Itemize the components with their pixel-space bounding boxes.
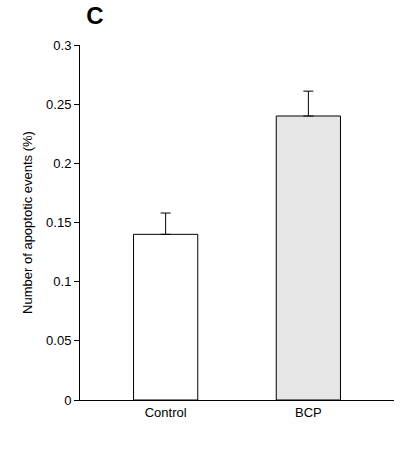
svg-text:0.25: 0.25 (46, 97, 71, 112)
svg-text:C: C (86, 2, 103, 29)
svg-text:0.15: 0.15 (46, 215, 71, 230)
svg-text:0.1: 0.1 (53, 274, 71, 289)
svg-text:0: 0 (64, 393, 71, 408)
svg-text:0.2: 0.2 (53, 156, 71, 171)
svg-text:0.05: 0.05 (46, 333, 71, 348)
svg-text:BCP: BCP (295, 405, 322, 420)
svg-text:Control: Control (145, 405, 187, 420)
svg-text:0.3: 0.3 (53, 38, 71, 53)
svg-text:Number of apoptotic events (%): Number of apoptotic events (%) (20, 131, 35, 314)
